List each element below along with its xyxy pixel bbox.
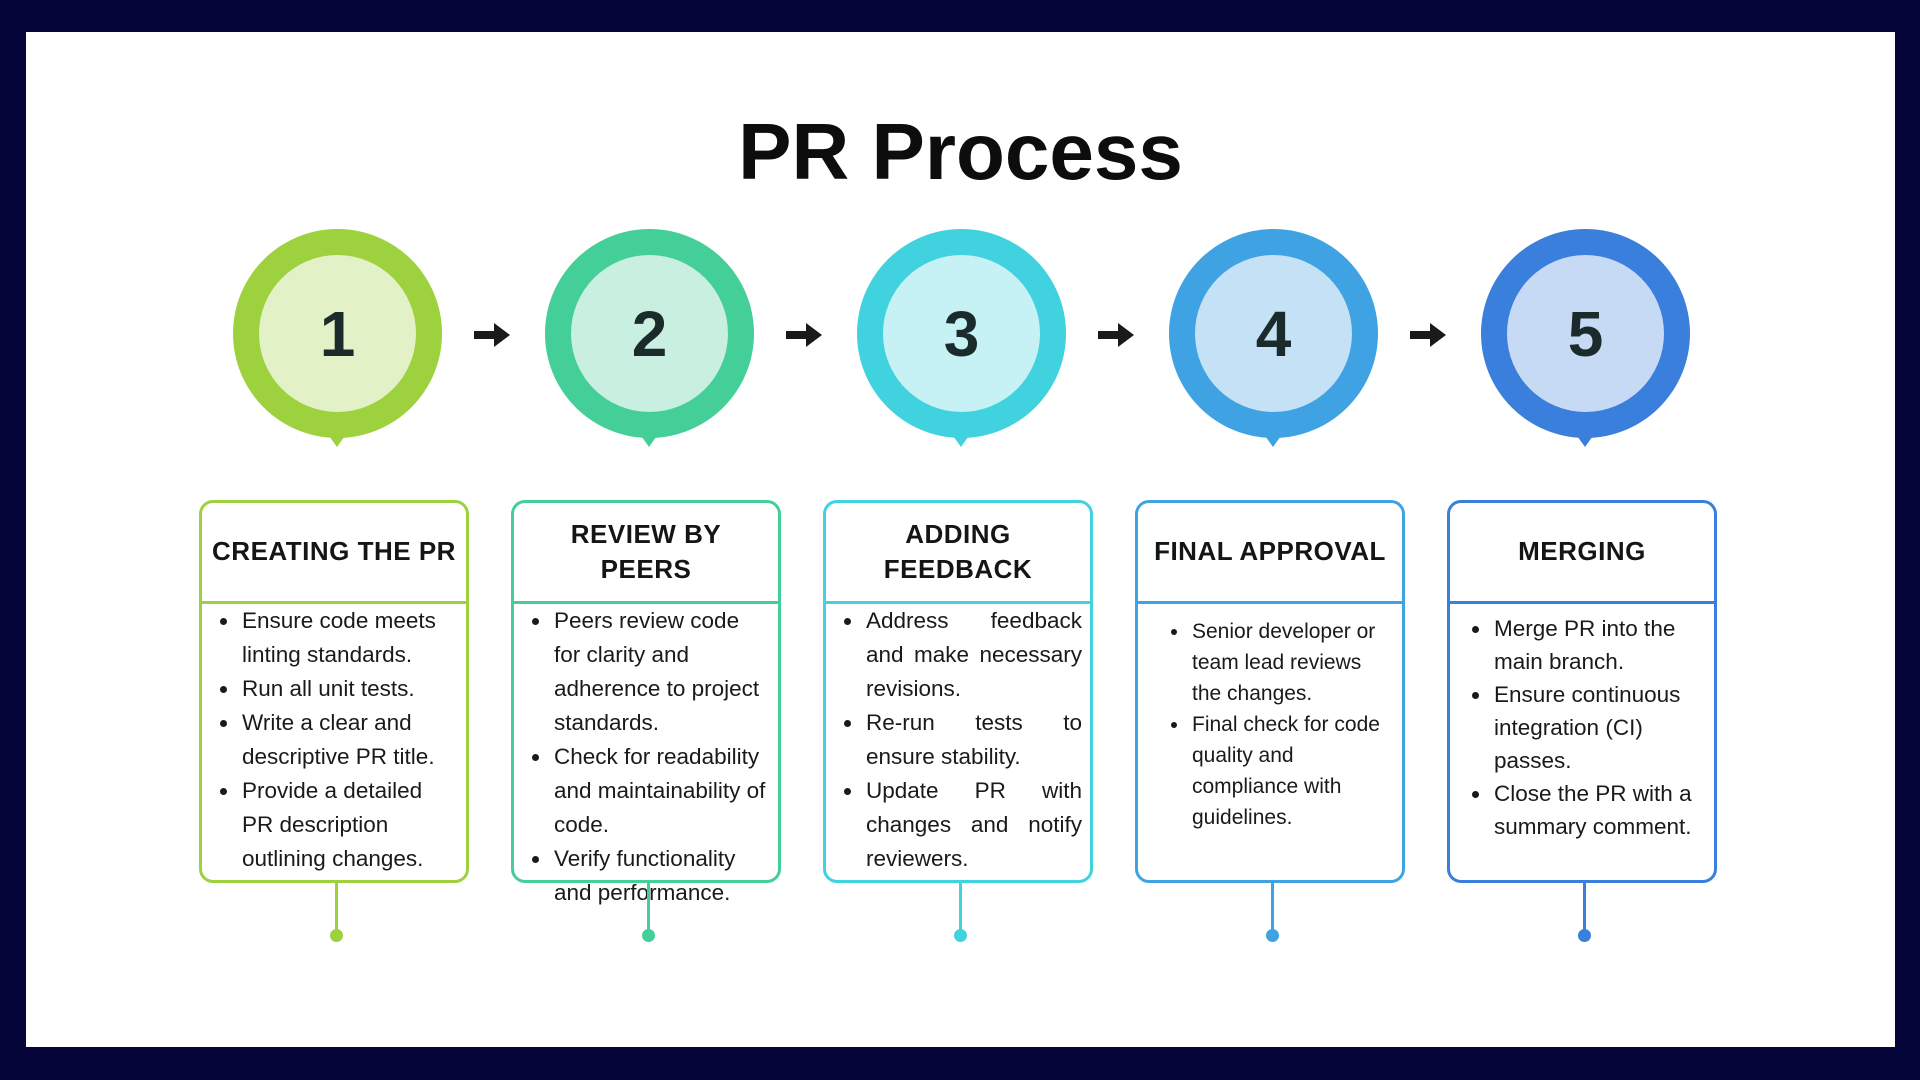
arrow-right-icon [786,323,822,347]
list-item: Provide a detailed PR description outlin… [240,774,458,876]
page-title: PR Process [738,107,1183,196]
pin-pointer [1565,419,1605,447]
step-2-list: Peers review code for clarity and adhere… [526,604,770,910]
pin-pointer [317,419,357,447]
step-3-card: ADDING FEEDBACK Address feedback and mak… [823,500,1093,883]
step-2-heading: REVIEW BY PEERS [514,503,778,604]
step-5-heading: MERGING [1450,503,1714,604]
step-5-pin: 5 [1481,229,1690,447]
list-item: Close the PR with a summary comment. [1492,777,1706,843]
list-item: Write a clear and descriptive PR title. [240,706,458,774]
step-4-heading: FINAL APPROVAL [1138,503,1402,604]
list-item: Check for readability and maintainabilit… [552,740,770,842]
step-1-number: 1 [259,255,416,412]
pin-pointer [629,419,669,447]
connector-dot [1578,929,1591,942]
step-3-list: Address feedback and make necessary revi… [838,604,1082,876]
connector-dot [642,929,655,942]
list-item: Run all unit tests. [240,672,458,706]
list-item: Peers review code for clarity and adhere… [552,604,770,740]
step-5-card: MERGING Merge PR into the main branch. E… [1447,500,1717,883]
slide: PR Process 1 CREATING THE PR Ensure code… [26,32,1895,1047]
list-item: Final check for code quality and complia… [1190,709,1382,833]
step-3-pin: 3 [857,229,1066,447]
arrow-right-icon [474,323,510,347]
connector-dot [1266,929,1279,942]
list-item: Re-run tests to ensure stability. [864,706,1082,774]
arrow-right-icon [1410,323,1446,347]
list-item: Address feedback and make necessary revi… [864,604,1082,706]
arrow-right-icon [1098,323,1134,347]
list-item: Merge PR into the main branch. [1492,612,1706,678]
connector-dot [330,929,343,942]
list-item: Ensure continuous integration (CI) passe… [1492,678,1706,777]
step-3-heading: ADDING FEEDBACK [826,503,1090,604]
list-item: Ensure code meets linting standards. [240,604,458,672]
list-item: Senior developer or team lead reviews th… [1190,616,1382,709]
step-4-number: 4 [1195,255,1352,412]
connector-stem [335,882,338,932]
connector-dot [954,929,967,942]
list-item: Update PR with changes and notify review… [864,774,1082,876]
pin-pointer [1253,419,1293,447]
step-1-list: Ensure code meets linting standards. Run… [214,604,458,876]
step-1-pin: 1 [233,229,442,447]
connector-stem [1583,882,1586,932]
pin-pointer [941,419,981,447]
list-item: Verify functionality and performance. [552,842,770,910]
step-4-card: FINAL APPROVAL Senior developer or team … [1135,500,1405,883]
step-2-number: 2 [571,255,728,412]
connector-stem [647,882,650,932]
step-2-pin: 2 [545,229,754,447]
connector-stem [959,882,962,932]
step-5-list: Merge PR into the main branch. Ensure co… [1466,612,1706,843]
step-1-heading: CREATING THE PR [202,503,466,604]
step-2-card: REVIEW BY PEERS Peers review code for cl… [511,500,781,905]
step-4-pin: 4 [1169,229,1378,447]
connector-stem [1271,882,1274,932]
step-5-number: 5 [1507,255,1664,412]
step-4-list: Senior developer or team lead reviews th… [1164,616,1382,833]
step-1-card: CREATING THE PR Ensure code meets lintin… [199,500,469,883]
step-3-number: 3 [883,255,1040,412]
